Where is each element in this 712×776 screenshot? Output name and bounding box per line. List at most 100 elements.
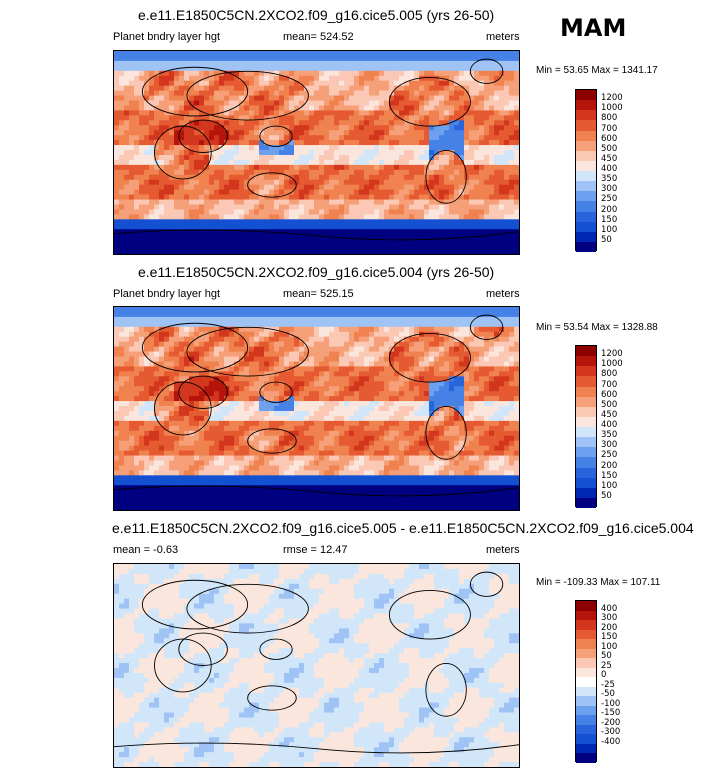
field-cell [454, 65, 460, 72]
field-cell [224, 194, 230, 201]
field-cell [159, 396, 165, 402]
field-cell [204, 65, 210, 72]
field-cell [254, 366, 260, 372]
field-cell [384, 391, 390, 397]
field-cell [359, 55, 365, 62]
field-cell [324, 110, 330, 116]
field-cell [199, 115, 205, 121]
field-cell [139, 396, 145, 402]
field-cell [239, 75, 245, 82]
field-cell [184, 120, 190, 126]
field-cell [179, 145, 185, 151]
field-cell [194, 179, 200, 186]
field-cell [229, 90, 235, 97]
field-cell [409, 391, 415, 397]
field-cell [389, 214, 395, 220]
field-cell [344, 125, 350, 131]
field-cell [349, 70, 355, 77]
field-cell [464, 229, 470, 235]
field-cell [419, 346, 425, 353]
field-cell [284, 100, 290, 107]
field-cell [374, 366, 380, 372]
field-cell [329, 386, 335, 392]
field-cell [324, 65, 330, 72]
field-cell [494, 346, 500, 353]
field-cell [379, 60, 385, 67]
field-cell [479, 75, 485, 82]
field-cell [149, 179, 155, 186]
field-cell [179, 95, 185, 102]
field-cell [394, 401, 400, 407]
field-cell [494, 371, 500, 377]
field-cell [169, 209, 175, 215]
field-cell [504, 331, 510, 338]
field-cell [494, 361, 500, 368]
field-cell [514, 321, 519, 328]
field-cell [449, 184, 455, 191]
field-cell [489, 366, 495, 372]
field-cell [254, 95, 260, 102]
field-cell [344, 356, 350, 363]
field-cell [384, 326, 390, 333]
field-cell [244, 361, 250, 368]
field-cell [494, 189, 500, 196]
field-cell [289, 150, 295, 156]
field-cell [304, 401, 310, 407]
field-cell [399, 351, 405, 358]
field-cell [484, 204, 490, 211]
field-cell [129, 90, 135, 97]
field-cell [399, 316, 405, 323]
field-cell [344, 145, 350, 151]
field-cell [309, 130, 315, 136]
field-cell [379, 239, 385, 245]
field-cell [464, 249, 470, 254]
colorbar-segment [576, 211, 596, 222]
field-cell [444, 154, 450, 161]
field-cell [274, 51, 280, 57]
field-cell [129, 316, 135, 323]
field-cell [434, 130, 440, 136]
field-cell [384, 234, 390, 240]
field-cell [159, 249, 165, 254]
field-cell [199, 140, 205, 146]
field-cell [114, 115, 120, 121]
field-cell [484, 356, 490, 363]
field-cell [424, 154, 430, 161]
field-cell [344, 234, 350, 240]
field-cell [384, 249, 390, 254]
field-cell [169, 80, 175, 87]
field-cell [339, 209, 345, 215]
field-cell [149, 234, 155, 240]
field-cell [229, 140, 235, 146]
field-cell [174, 51, 180, 57]
field-cell [149, 371, 155, 377]
field-cell [329, 351, 335, 358]
field-cell [514, 234, 519, 240]
field-cell [279, 150, 285, 156]
field-cell [354, 70, 360, 77]
field-cell [419, 169, 425, 176]
field-cell [419, 249, 425, 254]
field-cell [134, 351, 140, 358]
field-cell [444, 55, 450, 62]
field-cell [329, 105, 335, 112]
field-cell [269, 361, 275, 368]
field-cell [119, 209, 125, 215]
field-cell [324, 174, 330, 181]
field-cell [164, 150, 170, 156]
field-cell [379, 366, 385, 372]
field-cell [334, 346, 340, 353]
field-cell [179, 331, 185, 338]
field-cell [444, 179, 450, 186]
field-cell [364, 150, 370, 156]
field-cell [314, 55, 320, 62]
field-cell [379, 174, 385, 181]
field-cell [494, 115, 500, 121]
field-cell [174, 229, 180, 235]
field-cell [154, 184, 160, 191]
field-cell [139, 204, 145, 211]
field-cell [369, 366, 375, 372]
field-cell [509, 145, 515, 151]
field-cell [279, 229, 285, 235]
field-cell [354, 214, 360, 220]
